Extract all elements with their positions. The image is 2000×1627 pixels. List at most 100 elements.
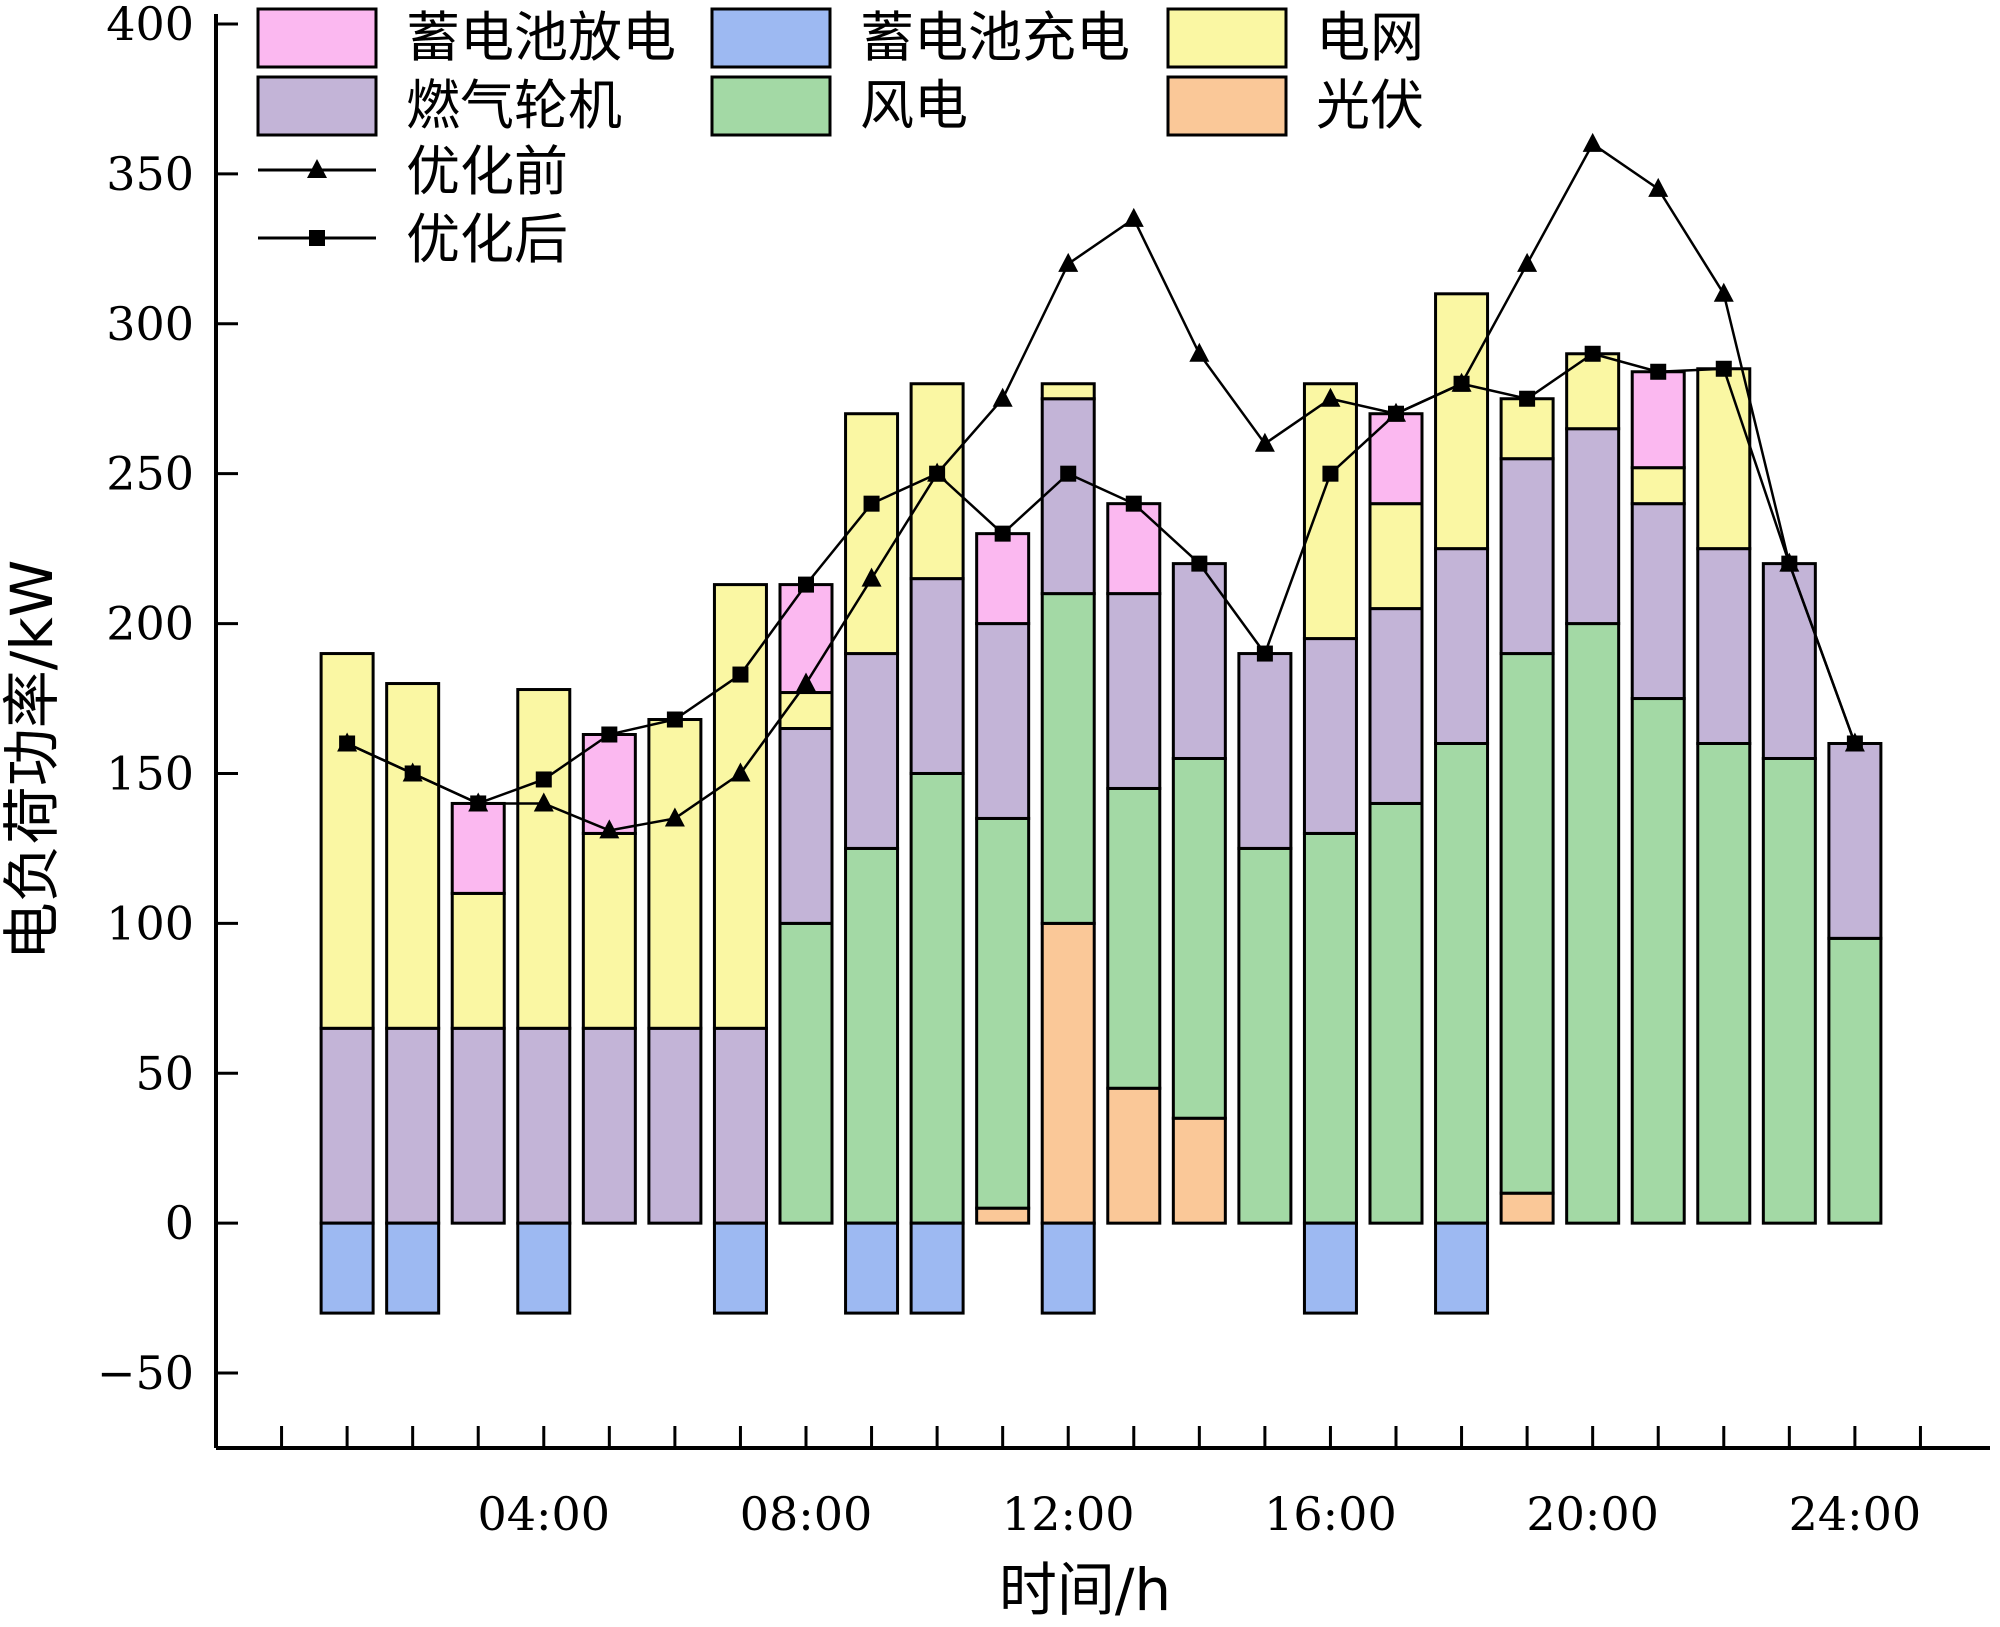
x-tick-label-3: 16:00 bbox=[1264, 1487, 1397, 1541]
marker-1-14 bbox=[1256, 645, 1273, 662]
bar-segment-3-18 bbox=[1499, 397, 1555, 461]
x-axis-title: 时间/h bbox=[999, 1556, 1171, 1624]
marker-1-5 bbox=[666, 711, 683, 728]
marker-0-6 bbox=[730, 762, 751, 782]
legend-label-5: 光伏 bbox=[1316, 74, 1424, 137]
y-tick-label-8: 350 bbox=[106, 147, 194, 201]
y-tick-label-1: 0 bbox=[165, 1196, 194, 1250]
bar-segment-1-23 bbox=[1827, 936, 1883, 1225]
y-axis-title: 电负荷功率/kW bbox=[0, 560, 66, 960]
legend-swatch-0 bbox=[256, 7, 378, 69]
legend-marker-7 bbox=[309, 230, 325, 246]
marker-1-19 bbox=[1584, 345, 1601, 362]
y-tick-label-3: 100 bbox=[106, 896, 194, 950]
bar-segment-0-12 bbox=[1106, 1086, 1162, 1225]
marker-0-12 bbox=[1123, 207, 1144, 227]
bar-segment-4-4 bbox=[581, 733, 637, 835]
bar-segment-4-12 bbox=[1106, 502, 1162, 596]
bar-segment-3-4 bbox=[581, 831, 637, 1030]
bar-segment-0-10 bbox=[975, 1206, 1031, 1225]
y-tick-label-9: 400 bbox=[106, 0, 194, 51]
marker-1-11 bbox=[1060, 465, 1077, 482]
bar-segment-5-0 bbox=[319, 1221, 375, 1315]
bar-segment-3-1 bbox=[385, 682, 441, 1030]
bar-segment-4-2 bbox=[450, 801, 506, 895]
marker-1-8 bbox=[863, 495, 880, 512]
marker-1-12 bbox=[1125, 495, 1142, 512]
bar-segment-2-16 bbox=[1368, 607, 1424, 805]
x-tick-label-0: 04:00 bbox=[477, 1487, 610, 1541]
bar-segment-1-14 bbox=[1237, 846, 1293, 1225]
marker-0-18 bbox=[1517, 252, 1538, 272]
legend-label-0: 蓄电池放电 bbox=[406, 6, 676, 69]
bar-segment-2-6 bbox=[712, 1026, 768, 1225]
line-layer bbox=[337, 132, 1865, 839]
bar-segment-4-20 bbox=[1630, 370, 1686, 470]
bar-segment-1-7 bbox=[778, 921, 834, 1225]
bar-segment-2-2 bbox=[450, 1026, 506, 1225]
y-tick-label-5: 200 bbox=[106, 597, 194, 651]
bar-segment-1-12 bbox=[1106, 786, 1162, 1090]
bar-segment-1-10 bbox=[975, 816, 1031, 1210]
marker-1-2 bbox=[470, 795, 487, 812]
line-1 bbox=[346, 352, 1857, 805]
bar-segment-2-13 bbox=[1171, 562, 1227, 760]
legend-swatch-5 bbox=[1166, 75, 1288, 137]
legend-swatch-1 bbox=[710, 7, 832, 69]
bar-segment-3-2 bbox=[450, 891, 506, 1030]
legend-label-7: 优化后 bbox=[406, 208, 568, 271]
legend-label-4: 风电 bbox=[860, 74, 968, 137]
marker-1-1 bbox=[404, 765, 421, 782]
bar-segment-1-16 bbox=[1368, 801, 1424, 1225]
bar-segment-3-7 bbox=[778, 691, 834, 731]
bar-segment-3-15 bbox=[1302, 382, 1358, 641]
marker-1-6 bbox=[732, 666, 749, 683]
legend-label-1: 蓄电池充电 bbox=[860, 6, 1130, 69]
bar-segment-5-11 bbox=[1040, 1221, 1096, 1315]
marker-0-14 bbox=[1254, 432, 1275, 452]
bar-segment-1-21 bbox=[1696, 741, 1752, 1225]
bar-segment-1-20 bbox=[1630, 697, 1686, 1225]
marker-0-5 bbox=[664, 807, 685, 827]
marker-1-13 bbox=[1191, 555, 1208, 572]
bar-segment-1-9 bbox=[909, 771, 965, 1225]
bar-segment-2-20 bbox=[1630, 502, 1686, 701]
bar-segment-0-13 bbox=[1171, 1116, 1227, 1225]
bar-segment-1-15 bbox=[1302, 831, 1358, 1225]
bar-segment-2-5 bbox=[647, 1026, 703, 1225]
marker-0-21 bbox=[1713, 282, 1734, 302]
bar-segment-1-18 bbox=[1499, 652, 1555, 1195]
x-tick-label-2: 12:00 bbox=[1002, 1487, 1135, 1541]
bar-segment-3-16 bbox=[1368, 502, 1424, 611]
marker-1-16 bbox=[1388, 405, 1404, 422]
x-tick-label-1: 08:00 bbox=[740, 1487, 873, 1541]
bar-segment-1-11 bbox=[1040, 592, 1096, 925]
bar-layer bbox=[319, 292, 1883, 1315]
marker-1-3 bbox=[535, 771, 552, 788]
bar-segment-2-10 bbox=[975, 622, 1031, 820]
bar-segment-5-15 bbox=[1302, 1221, 1358, 1315]
bar-segment-4-10 bbox=[975, 532, 1031, 626]
bar-segment-1-8 bbox=[844, 846, 900, 1225]
axes: −50 0 50 100 150 200 250 300 350 400 04:00 08:00 12:… bbox=[97, 0, 1990, 1541]
legend-swatch-3 bbox=[256, 75, 378, 137]
marker-1-15 bbox=[1322, 465, 1339, 482]
bar-segment-2-21 bbox=[1696, 547, 1752, 745]
bar-segment-2-22 bbox=[1761, 562, 1817, 760]
bar-segment-3-8 bbox=[844, 412, 900, 656]
marker-0-11 bbox=[1058, 252, 1079, 272]
line-0 bbox=[346, 142, 1857, 832]
marker-0-7 bbox=[796, 672, 816, 692]
bar-segment-2-23 bbox=[1827, 741, 1883, 940]
marker-1-18 bbox=[1519, 390, 1536, 407]
bar-segment-2-4 bbox=[581, 1026, 637, 1225]
bar-segment-1-17 bbox=[1434, 741, 1490, 1225]
bar-segment-5-1 bbox=[385, 1221, 441, 1315]
bar-segment-3-20 bbox=[1630, 466, 1686, 506]
legend-label-2: 电网 bbox=[1316, 6, 1424, 69]
bar-segment-1-22 bbox=[1761, 756, 1817, 1225]
marker-1-9 bbox=[929, 465, 946, 482]
marker-1-10 bbox=[994, 525, 1011, 542]
marker-0-15 bbox=[1320, 387, 1341, 407]
